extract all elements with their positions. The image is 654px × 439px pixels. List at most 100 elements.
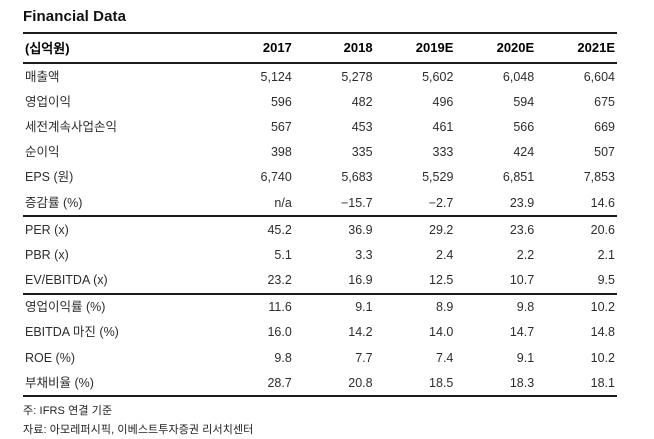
cell-value: 3.3 xyxy=(355,247,373,262)
cell-value: 567 xyxy=(270,119,292,134)
cell-value: 5,529 xyxy=(422,170,454,185)
financial-data-table: (십억원) 2017 2018 2019E 2020E 2021E 매출액 5,… xyxy=(23,32,617,397)
cell-value: 594 xyxy=(513,94,535,109)
cell-value: 669 xyxy=(594,119,615,134)
cell-value: 18.3 xyxy=(509,375,535,390)
table-row: EBITDA 마진 (%) 16.0 14.2 14.0 14.7 14.8 xyxy=(23,320,617,345)
cell-value: 20.6 xyxy=(590,222,615,237)
cell-value: 14.8 xyxy=(590,325,615,340)
row-label: 부채비율 (%) xyxy=(25,375,94,390)
profitability-group: 영업이익률 (%) 11.6 9.1 8.9 9.8 10.2 EBITDA 마… xyxy=(23,294,617,397)
cell-value: 14.0 xyxy=(429,325,454,340)
row-label: 영업이익 xyxy=(25,94,72,109)
row-label: 매출액 xyxy=(25,69,60,84)
column-header-2017: 2017 xyxy=(262,40,292,55)
table-row: 매출액 5,124 5,278 5,602 6,048 6,604 xyxy=(23,63,617,89)
table-row: 순이익 398 335 333 424 507 xyxy=(23,140,617,165)
cell-value: 6,048 xyxy=(502,69,535,84)
cell-value: 2.1 xyxy=(597,247,615,262)
income-statement-group: 매출액 5,124 5,278 5,602 6,048 6,604 영업이익 5… xyxy=(23,63,617,217)
cell-value: 18.1 xyxy=(590,375,615,390)
table-row: 부채비율 (%) 28.7 20.8 18.5 18.3 18.1 xyxy=(23,370,617,396)
footnote-source: 자료: 아모레퍼시픽, 이베스트투자증권 리서치센터 xyxy=(23,423,254,436)
cell-value: 335 xyxy=(351,145,373,160)
cell-value: 7,853 xyxy=(583,170,615,185)
cell-value: 496 xyxy=(432,94,454,109)
cell-value: 461 xyxy=(432,119,454,134)
cell-value: 333 xyxy=(432,145,454,160)
cell-value: 5,278 xyxy=(341,69,373,84)
cell-value: 29.2 xyxy=(429,222,454,237)
cell-value: 23.9 xyxy=(509,195,535,210)
column-header-2019e: 2019E xyxy=(415,40,454,55)
cell-value: 424 xyxy=(513,145,535,160)
cell-value: −2.7 xyxy=(428,195,454,210)
cell-value: 9.8 xyxy=(516,300,535,315)
column-header-2021e: 2021E xyxy=(577,40,615,55)
table-header: (십억원) 2017 2018 2019E 2020E 2021E xyxy=(23,33,617,63)
page-title: Financial Data xyxy=(23,8,127,25)
table-row: 세전계속사업손익 567 453 461 566 669 xyxy=(23,114,617,139)
cell-value: 8.9 xyxy=(436,300,454,315)
table-row: EV/EBITDA (x) 23.2 16.9 12.5 10.7 9.5 xyxy=(23,268,617,294)
cell-value: 5,124 xyxy=(260,69,292,84)
cell-value: 507 xyxy=(594,145,615,160)
row-label: EPS (원) xyxy=(25,170,74,185)
cell-value: 36.9 xyxy=(348,222,373,237)
table-row: 증감률 (%) n/a −15.7 −2.7 23.9 14.6 xyxy=(23,190,617,216)
cell-value: 10.7 xyxy=(509,273,535,288)
cell-value: 28.7 xyxy=(267,375,292,390)
cell-value: 5.1 xyxy=(274,247,292,262)
cell-value: −15.7 xyxy=(340,195,373,210)
cell-value: 5,683 xyxy=(341,170,373,185)
cell-value: 9.8 xyxy=(274,350,292,365)
cell-value: 6,740 xyxy=(260,170,292,185)
row-label: ROE (%) xyxy=(25,350,75,365)
cell-value: 9.1 xyxy=(355,300,373,315)
column-header-2020e: 2020E xyxy=(496,40,535,55)
cell-value: 2.2 xyxy=(516,247,535,262)
row-label: EV/EBITDA (x) xyxy=(25,273,108,288)
unit-header: (십억원) xyxy=(25,41,70,56)
row-label: 순이익 xyxy=(25,145,60,160)
table-row: 영업이익률 (%) 11.6 9.1 8.9 9.8 10.2 xyxy=(23,294,617,320)
cell-value: 7.7 xyxy=(355,350,373,365)
cell-value: 23.6 xyxy=(509,222,535,237)
cell-value: 482 xyxy=(351,94,373,109)
footnotes: 주: IFRS 연결 기준 자료: 아모레퍼시픽, 이베스트투자증권 리서치센터 xyxy=(23,402,630,438)
cell-value: 14.6 xyxy=(590,195,615,210)
cell-value: 596 xyxy=(270,94,292,109)
row-label: PBR (x) xyxy=(25,247,69,262)
cell-value: 23.2 xyxy=(267,273,292,288)
cell-value: 18.5 xyxy=(429,375,454,390)
header-row: (십억원) 2017 2018 2019E 2020E 2021E xyxy=(23,33,617,63)
cell-value: 9.1 xyxy=(516,350,535,365)
cell-value: 675 xyxy=(594,94,615,109)
cell-value: 9.5 xyxy=(597,273,615,288)
cell-value: 14.2 xyxy=(348,325,373,340)
cell-value: 10.2 xyxy=(590,350,615,365)
cell-value: 10.2 xyxy=(590,300,615,315)
cell-value: 7.4 xyxy=(436,350,454,365)
cell-value: 6,851 xyxy=(502,170,535,185)
table-row: PER (x) 45.2 36.9 29.2 23.6 20.6 xyxy=(23,216,617,242)
column-header-2018: 2018 xyxy=(343,40,373,55)
row-label: PER (x) xyxy=(25,222,69,237)
cell-value: 14.7 xyxy=(509,325,535,340)
cell-value: 45.2 xyxy=(267,222,292,237)
row-label: EBITDA 마진 (%) xyxy=(25,325,119,340)
row-label: 세전계속사업손익 xyxy=(25,119,118,134)
cell-value: 16.0 xyxy=(267,325,292,340)
cell-value: 6,604 xyxy=(583,69,615,84)
table-row: PBR (x) 5.1 3.3 2.4 2.2 2.1 xyxy=(23,242,617,267)
cell-value: 398 xyxy=(270,145,292,160)
cell-value: n/a xyxy=(274,195,292,210)
row-label: 증감률 (%) xyxy=(25,195,83,210)
table-row: EPS (원) 6,740 5,683 5,529 6,851 7,853 xyxy=(23,165,617,190)
cell-value: 2.4 xyxy=(436,247,454,262)
table-row: ROE (%) 9.8 7.7 7.4 9.1 10.2 xyxy=(23,345,617,370)
valuation-group: PER (x) 45.2 36.9 29.2 23.6 20.6 PBR (x)… xyxy=(23,216,617,294)
row-label: 영업이익률 (%) xyxy=(25,300,106,315)
cell-value: 16.9 xyxy=(348,273,373,288)
